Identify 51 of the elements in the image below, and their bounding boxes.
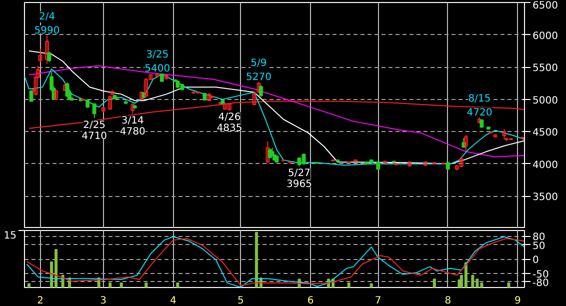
annotation: 2/25 [83, 120, 106, 132]
annotation: 8/15 [468, 93, 491, 104]
annotation: 5/27 [288, 168, 311, 180]
y-tick-label: 6000 [532, 30, 558, 42]
bar [120, 282, 123, 288]
annotation: 4720 [466, 107, 492, 118]
candlestick [256, 81, 261, 94]
x-tick-label: 2 [37, 296, 44, 306]
y-tick-label: 4500 [532, 128, 558, 139]
annotation: 5400 [144, 64, 170, 75]
bar [27, 283, 31, 288]
y-tick-label: -80 [532, 278, 549, 289]
bar [432, 278, 436, 288]
bar [347, 282, 350, 288]
x-tick-label: 5 [238, 296, 244, 306]
annotation: 5/9 [250, 58, 267, 69]
annotation: 3/14 [121, 116, 144, 127]
bar [176, 282, 180, 288]
candlestick [464, 134, 468, 152]
x-tick-label: 7 [374, 296, 382, 306]
annotation: 4710 [82, 131, 108, 142]
y-tick-label: 50 [532, 240, 546, 252]
x-tick-label: 4 [170, 296, 176, 306]
y-tick-label: 0 [532, 255, 539, 266]
bar [144, 282, 148, 288]
x-tick-label: 9 [514, 296, 521, 306]
annotation: 4/26 [218, 112, 241, 124]
candlestick [108, 94, 112, 110]
candlestick [459, 156, 464, 168]
x-tick-label: 8 [444, 296, 452, 306]
candlestick [502, 128, 506, 140]
bar [370, 283, 373, 288]
x-tick-label: 3 [100, 296, 107, 306]
annotation: 3965 [286, 179, 312, 190]
annotation: 5270 [246, 72, 272, 83]
y-tick-label: 5000 [532, 95, 558, 106]
annotation: 5990 [34, 25, 60, 36]
annotation: 4780 [120, 126, 146, 138]
annotation: 3/25 [146, 50, 169, 61]
y-tick-label: 4000 [532, 160, 558, 171]
bar [471, 274, 474, 288]
y-tick-label: 5500 [532, 63, 558, 74]
annotation: 2/4 [38, 11, 56, 22]
y-tick-label: 3500 [532, 192, 558, 204]
annotation: 4835 [216, 123, 242, 134]
x-tick-label: 6 [307, 296, 314, 306]
y2-tick-label: 15 [4, 230, 17, 242]
y-tick-label: 6500 [532, 0, 558, 12]
bar [108, 282, 112, 288]
bar [507, 282, 510, 288]
candlestick [259, 84, 263, 98]
